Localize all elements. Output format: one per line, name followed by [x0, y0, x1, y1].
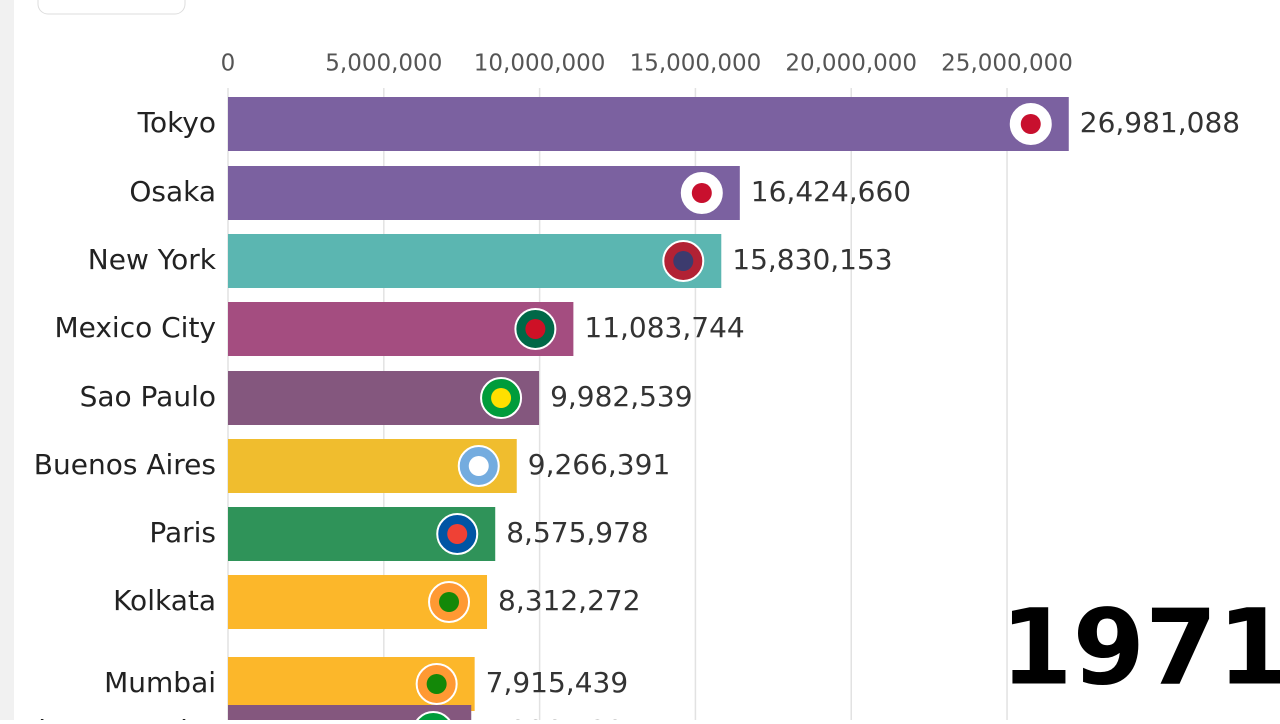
value-label: 9,266,391	[528, 448, 671, 481]
category-label: Rio De Janeiro	[19, 714, 216, 720]
side-strip	[0, 0, 14, 720]
flag-icon-detail	[1020, 114, 1041, 134]
flag-icon-detail	[426, 674, 447, 694]
value-label: 16,424,660	[751, 175, 911, 208]
value-label: 8,575,978	[506, 516, 649, 549]
x-tick-label: 20,000,000	[785, 51, 917, 77]
value-label: 11,083,744	[584, 311, 744, 344]
value-label: 9,982,539	[550, 380, 693, 413]
category-label: Kolkata	[113, 584, 216, 617]
value-label: 7,806,432	[482, 714, 625, 720]
flag-icon-detail	[525, 319, 546, 339]
bar	[228, 166, 740, 220]
value-label: 26,981,088	[1080, 106, 1240, 139]
flag-icon-detail	[447, 524, 468, 544]
x-tick-label: 15,000,000	[630, 51, 762, 77]
year-label: 1971	[1000, 586, 1280, 708]
category-label: Osaka	[129, 175, 216, 208]
category-label: Mexico City	[54, 311, 216, 344]
category-label: New York	[88, 243, 217, 276]
category-label: Sao Paulo	[80, 380, 216, 413]
value-label: 7,915,439	[486, 666, 629, 699]
flag-icon-detail	[468, 456, 489, 476]
bar	[228, 234, 722, 288]
flag-icon-detail	[491, 388, 512, 408]
top-button[interactable]	[37, 0, 186, 15]
category-label: Tokyo	[137, 106, 216, 139]
category-label: Buenos Aires	[34, 448, 216, 481]
category-label: Mumbai	[104, 666, 216, 699]
flag-icon-detail	[439, 592, 460, 612]
value-label: 15,830,153	[732, 243, 892, 276]
category-label: Paris	[149, 516, 216, 549]
bar	[228, 705, 472, 724]
flag-icon-detail	[691, 183, 712, 203]
x-tick-label: 10,000,000	[474, 51, 606, 77]
x-tick-label: 25,000,000	[941, 51, 1073, 77]
x-tick-label: 0	[221, 51, 236, 77]
bar	[228, 97, 1069, 151]
flag-icon-detail	[673, 251, 694, 271]
x-tick-label: 5,000,000	[325, 51, 442, 77]
value-label: 8,312,272	[498, 584, 641, 617]
